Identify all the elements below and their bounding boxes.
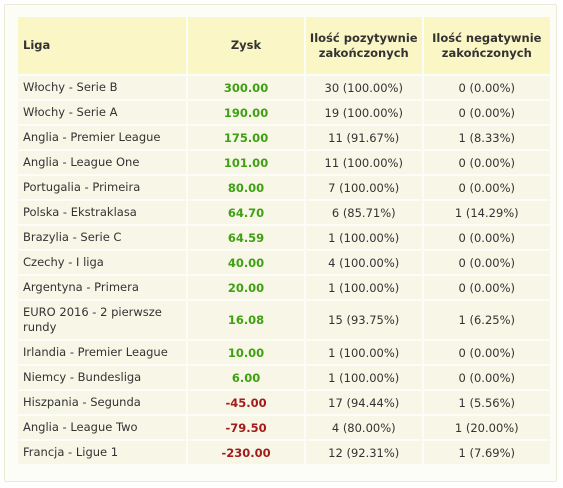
negative-count-cell: 1 (14.29%) xyxy=(423,201,550,224)
negative-count-cell: 0 (0.00%) xyxy=(423,101,550,124)
positive-count-cell: 1 (100.00%) xyxy=(305,341,422,364)
negative-count-cell: 1 (6.25%) xyxy=(423,301,550,339)
league-name-cell: Francja - Ligue 1 xyxy=(18,441,187,464)
table-row: Hiszpania - Segunda -45.00 17 (94.44%) 1 (5… xyxy=(18,391,550,414)
header-positive: Ilość pozytywnie zakończonych xyxy=(305,17,422,74)
positive-count-cell: 11 (91.67%) xyxy=(305,126,422,149)
table-body: Włochy - Serie B 300.00 30 (100.00%) 0 (0.0… xyxy=(18,76,550,464)
profit-cell: 300.00 xyxy=(188,76,304,99)
table-row: Irlandia - Premier League 10.00 1 (100.00%… xyxy=(18,341,550,364)
table-row: Włochy - Serie B 300.00 30 (100.00%) 0 (0.0… xyxy=(18,76,550,99)
table-row: Brazylia - Serie C 64.59 1 (100.00%) 0 (0.0… xyxy=(18,226,550,249)
stats-panel: Liga Zysk Ilość pozytywnie zakończonych … xyxy=(4,4,557,482)
profit-cell: -230.00 xyxy=(188,441,304,464)
league-name-cell: Portugalia - Primeira xyxy=(18,176,187,199)
profit-cell: 190.00 xyxy=(188,101,304,124)
profit-cell: -45.00 xyxy=(188,391,304,414)
negative-count-cell: 1 (20.00%) xyxy=(423,416,550,439)
profit-cell: 64.59 xyxy=(188,226,304,249)
league-name-cell: EURO 2016 - 2 pierwsze rundy xyxy=(18,301,187,339)
negative-count-cell: 0 (0.00%) xyxy=(423,366,550,389)
positive-count-cell: 15 (93.75%) xyxy=(305,301,422,339)
negative-count-cell: 0 (0.00%) xyxy=(423,226,550,249)
header-liga: Liga xyxy=(18,17,187,74)
league-name-cell: Anglia - Premier League xyxy=(18,126,187,149)
negative-count-cell: 1 (8.33%) xyxy=(423,126,550,149)
profit-cell: 6.00 xyxy=(188,366,304,389)
league-name-cell: Brazylia - Serie C xyxy=(18,226,187,249)
league-stats-table: Liga Zysk Ilość pozytywnie zakończonych … xyxy=(16,15,552,466)
league-name-cell: Czechy - I liga xyxy=(18,251,187,274)
positive-count-cell: 30 (100.00%) xyxy=(305,76,422,99)
table-row: Portugalia - Primeira 80.00 7 (100.00%) 0 (… xyxy=(18,176,550,199)
negative-count-cell: 1 (5.56%) xyxy=(423,391,550,414)
profit-cell: 175.00 xyxy=(188,126,304,149)
profit-cell: -79.50 xyxy=(188,416,304,439)
header-zysk: Zysk xyxy=(188,17,304,74)
positive-count-cell: 6 (85.71%) xyxy=(305,201,422,224)
table-row: Włochy - Serie A 190.00 19 (100.00%) 0 (0.0… xyxy=(18,101,550,124)
positive-count-cell: 19 (100.00%) xyxy=(305,101,422,124)
league-name-cell: Niemcy - Bundesliga xyxy=(18,366,187,389)
profit-cell: 20.00 xyxy=(188,276,304,299)
positive-count-cell: 12 (92.31%) xyxy=(305,441,422,464)
table-row: Argentyna - Primera 20.00 1 (100.00%) 0 (0.… xyxy=(18,276,550,299)
positive-count-cell: 1 (100.00%) xyxy=(305,366,422,389)
profit-cell: 80.00 xyxy=(188,176,304,199)
positive-count-cell: 4 (100.00%) xyxy=(305,251,422,274)
league-name-cell: Irlandia - Premier League xyxy=(18,341,187,364)
league-name-cell: Włochy - Serie B xyxy=(18,76,187,99)
negative-count-cell: 0 (0.00%) xyxy=(423,251,550,274)
profit-cell: 16.08 xyxy=(188,301,304,339)
profit-cell: 10.00 xyxy=(188,341,304,364)
profit-cell: 40.00 xyxy=(188,251,304,274)
league-name-cell: Argentyna - Primera xyxy=(18,276,187,299)
league-name-cell: Hiszpania - Segunda xyxy=(18,391,187,414)
profit-cell: 64.70 xyxy=(188,201,304,224)
league-name-cell: Anglia - League Two xyxy=(18,416,187,439)
table-row: EURO 2016 - 2 pierwsze rundy 16.08 15 (93.… xyxy=(18,301,550,339)
table-row: Czechy - I liga 40.00 4 (100.00%) 0 (0.00%) xyxy=(18,251,550,274)
league-name-cell: Polska - Ekstraklasa xyxy=(18,201,187,224)
table-header-row: Liga Zysk Ilość pozytywnie zakończonych … xyxy=(18,17,550,74)
negative-count-cell: 0 (0.00%) xyxy=(423,276,550,299)
table-row: Anglia - League One 101.00 11 (100.00%) 0 (… xyxy=(18,151,550,174)
positive-count-cell: 17 (94.44%) xyxy=(305,391,422,414)
table-row: Polska - Ekstraklasa 64.70 6 (85.71%) 1 (14… xyxy=(18,201,550,224)
positive-count-cell: 1 (100.00%) xyxy=(305,276,422,299)
positive-count-cell: 7 (100.00%) xyxy=(305,176,422,199)
negative-count-cell: 0 (0.00%) xyxy=(423,176,550,199)
negative-count-cell: 0 (0.00%) xyxy=(423,341,550,364)
positive-count-cell: 1 (100.00%) xyxy=(305,226,422,249)
profit-cell: 101.00 xyxy=(188,151,304,174)
table-row: Niemcy - Bundesliga 6.00 1 (100.00%) 0 (0.0… xyxy=(18,366,550,389)
league-name-cell: Włochy - Serie A xyxy=(18,101,187,124)
table-row: Anglia - Premier League 175.00 11 (91.67%)… xyxy=(18,126,550,149)
negative-count-cell: 1 (7.69%) xyxy=(423,441,550,464)
table-row: Anglia - League Two -79.50 4 (80.00%) 1 (20… xyxy=(18,416,550,439)
league-name-cell: Anglia - League One xyxy=(18,151,187,174)
negative-count-cell: 0 (0.00%) xyxy=(423,151,550,174)
positive-count-cell: 11 (100.00%) xyxy=(305,151,422,174)
header-negative: Ilość negatywnie zakończonych xyxy=(423,17,550,74)
positive-count-cell: 4 (80.00%) xyxy=(305,416,422,439)
table-row: Francja - Ligue 1 -230.00 12 (92.31%) 1 (7.… xyxy=(18,441,550,464)
negative-count-cell: 0 (0.00%) xyxy=(423,76,550,99)
